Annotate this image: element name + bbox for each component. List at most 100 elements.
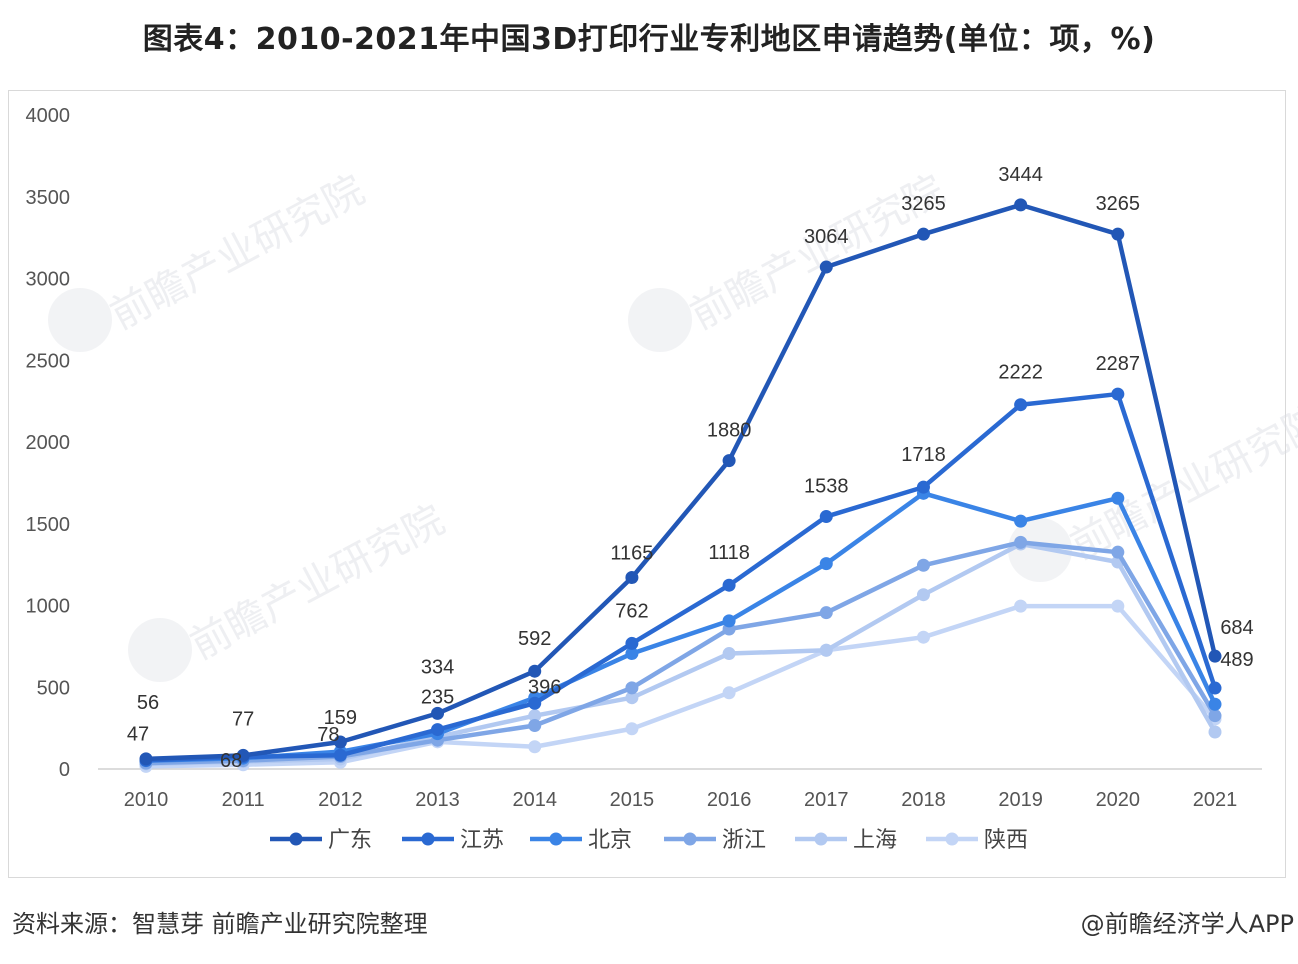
data-point (722, 647, 736, 661)
data-point (1014, 535, 1028, 549)
y-tick-label: 3500 (26, 187, 71, 209)
data-point (139, 752, 153, 766)
data-point (819, 510, 833, 524)
data-point (431, 723, 445, 737)
data-point (528, 740, 542, 754)
data-point (1208, 709, 1222, 723)
data-point (1014, 514, 1028, 528)
y-tick-label: 2500 (26, 350, 71, 372)
x-tick-label: 2013 (415, 789, 460, 811)
watermark-logo-icon (48, 288, 112, 352)
data-point (1111, 491, 1125, 505)
data-point (1111, 545, 1125, 559)
data-point (333, 735, 347, 749)
data-label: 1538 (804, 476, 849, 498)
y-tick-label: 2000 (26, 432, 71, 454)
data-point (722, 454, 736, 468)
data-label: 3064 (804, 226, 849, 248)
watermark-text: 前瞻产业研究院 (103, 167, 372, 339)
series-line (143, 391, 1218, 763)
data-label: 334 (421, 656, 454, 678)
data-label: 1118 (708, 542, 750, 564)
data-label: 68 (220, 750, 242, 772)
y-tick-label: 3000 (26, 269, 71, 291)
credit-note: @前瞻经济学人APP (1080, 910, 1294, 938)
data-point (916, 480, 930, 494)
data-point (1111, 599, 1125, 613)
data-point (1208, 697, 1222, 711)
chart-title: 图表4：2010-2021年中国3D打印行业专利地区申请趋势(单位：项，%) (142, 22, 1156, 57)
watermark-logo-icon (628, 288, 692, 352)
data-label: 47 (127, 723, 149, 745)
data-point (916, 630, 930, 644)
y-tick-label: 500 (37, 677, 70, 699)
data-label: 3444 (998, 164, 1043, 186)
data-label: 56 (137, 692, 159, 714)
watermark-logo-icon (1008, 518, 1072, 582)
data-point (819, 260, 833, 274)
data-label: 684 (1220, 617, 1253, 639)
series-line (143, 491, 1218, 763)
legend-marker (549, 832, 563, 846)
legend-label: 陕西 (984, 828, 1028, 853)
data-label: 3265 (1096, 193, 1141, 215)
data-label: 396 (528, 676, 561, 698)
data-point (819, 557, 833, 571)
data-point (819, 643, 833, 657)
legend-marker (814, 832, 828, 846)
x-tick-label: 2017 (804, 789, 849, 811)
x-tick-label: 2011 (222, 789, 265, 811)
y-tick-label: 0 (59, 759, 70, 781)
chart-frame (8, 90, 1286, 878)
data-point (1208, 725, 1222, 739)
data-label: 1718 (901, 444, 946, 466)
data-point (1014, 599, 1028, 613)
data-point (431, 706, 445, 720)
data-point (625, 571, 639, 585)
data-point (333, 748, 347, 762)
y-tick-label: 1000 (26, 596, 71, 618)
legend-label: 北京 (588, 828, 632, 853)
data-label: 78 (317, 724, 339, 746)
data-point (528, 709, 542, 723)
series-line (143, 202, 1218, 762)
watermark-text: 前瞻产业研究院 (183, 497, 452, 669)
watermark-text: 前瞻产业研究院 (1063, 397, 1298, 569)
source-note: 资料来源：智慧芽 前瞻产业研究院整理 (12, 910, 428, 938)
data-point (1111, 387, 1125, 401)
data-label: 1880 (707, 420, 752, 442)
data-point (625, 681, 639, 695)
data-point (1014, 198, 1028, 212)
data-label: 77 (232, 708, 254, 730)
legend-marker (421, 832, 435, 846)
data-label: 489 (1220, 649, 1253, 671)
data-point (528, 664, 542, 678)
data-point (722, 686, 736, 700)
x-tick-label: 2021 (1193, 789, 1238, 811)
x-tick-label: 2018 (901, 789, 946, 811)
data-point (528, 718, 542, 732)
data-point (916, 558, 930, 572)
line-chart: 前瞻产业研究院 前瞻产业研究院前瞻产业研究院前瞻产业研究院050010001500… (26, 105, 1298, 853)
data-point (625, 636, 639, 650)
data-label: 3265 (901, 193, 946, 215)
data-label: 159 (324, 707, 357, 729)
legend-marker (683, 832, 697, 846)
data-point (722, 578, 736, 592)
x-tick-label: 2014 (512, 789, 557, 811)
legend-label: 浙江 (722, 828, 766, 853)
data-point (819, 606, 833, 620)
data-label: 762 (615, 600, 648, 622)
legend-marker (945, 832, 959, 846)
legend-marker (289, 832, 303, 846)
legend-label: 广东 (328, 828, 372, 853)
series-line (143, 603, 1218, 769)
watermark-logo-icon (128, 618, 192, 682)
data-label: 235 (421, 687, 454, 709)
data-label: 592 (518, 628, 551, 650)
data-label: 2222 (998, 362, 1043, 384)
x-tick-label: 2016 (707, 789, 752, 811)
data-point (1208, 681, 1222, 695)
data-point (625, 647, 639, 661)
data-point (1111, 227, 1125, 241)
